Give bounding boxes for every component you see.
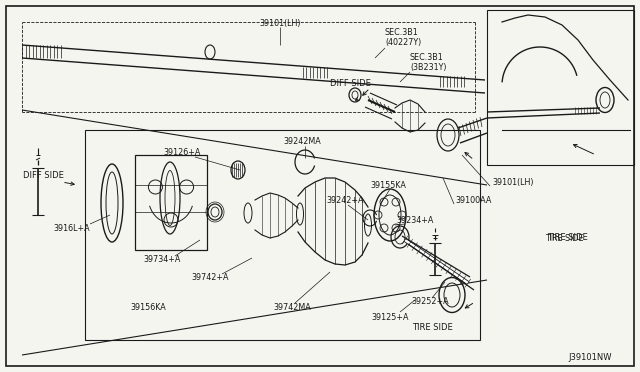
Text: 39234+A: 39234+A: [396, 215, 434, 224]
Text: 39126+A: 39126+A: [163, 148, 201, 157]
Text: 39101(LH): 39101(LH): [492, 177, 534, 186]
Bar: [85, 130, 480, 340]
Text: 39734+A: 39734+A: [143, 256, 180, 264]
Bar: [487, 10, 634, 165]
Text: 39252+A: 39252+A: [411, 298, 449, 307]
Text: 39155KA: 39155KA: [370, 180, 406, 189]
Text: 39101(LH): 39101(LH): [259, 19, 301, 28]
Text: SEC.3B1: SEC.3B1: [410, 52, 444, 61]
Text: 3916L+A: 3916L+A: [54, 224, 90, 232]
Text: TIRE SIDE: TIRE SIDE: [545, 234, 584, 243]
Text: TIRE SIDE: TIRE SIDE: [412, 323, 452, 331]
Text: 39242+A: 39242+A: [326, 196, 364, 205]
Text: (40227Y): (40227Y): [385, 38, 421, 46]
Text: TIRE SIDE: TIRE SIDE: [547, 232, 588, 241]
Text: 39742+A: 39742+A: [191, 273, 228, 282]
Text: (3B231Y): (3B231Y): [410, 62, 447, 71]
Text: J39101NW: J39101NW: [568, 353, 612, 362]
Text: 39242MA: 39242MA: [283, 137, 321, 145]
Text: 39156KA: 39156KA: [130, 304, 166, 312]
Text: 39100AA: 39100AA: [455, 196, 492, 205]
Text: DIFF SIDE: DIFF SIDE: [330, 78, 371, 87]
Text: DIFF SIDE: DIFF SIDE: [23, 170, 64, 180]
Text: SEC.3B1: SEC.3B1: [385, 28, 419, 36]
Bar: [135, 155, 207, 250]
Text: 39742MA: 39742MA: [273, 304, 311, 312]
Text: 39125+A: 39125+A: [371, 312, 409, 321]
